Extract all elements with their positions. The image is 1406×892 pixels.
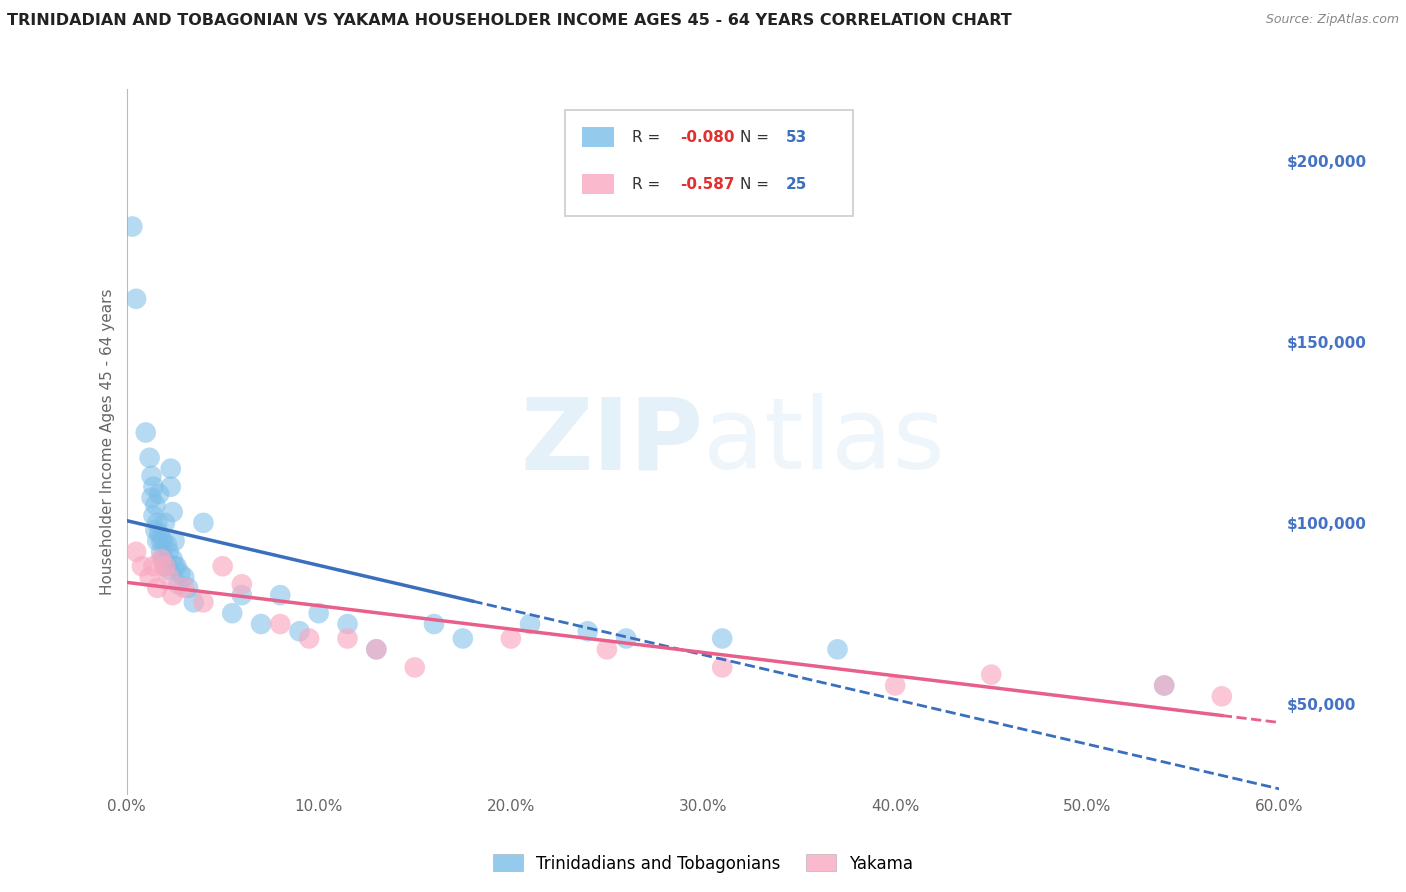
Point xyxy=(162,588,184,602)
Text: N =: N = xyxy=(740,177,773,192)
Point xyxy=(148,526,170,541)
Point xyxy=(125,292,148,306)
Point xyxy=(146,581,169,595)
Point xyxy=(711,660,734,674)
FancyBboxPatch shape xyxy=(582,175,614,194)
Point xyxy=(142,480,165,494)
Point xyxy=(142,508,165,523)
Point xyxy=(150,533,173,548)
Point xyxy=(183,595,205,609)
Point xyxy=(269,588,291,602)
Point xyxy=(336,632,359,646)
Text: N =: N = xyxy=(740,129,773,145)
Point xyxy=(141,468,163,483)
Text: ZIP: ZIP xyxy=(520,393,703,490)
Point xyxy=(193,516,215,530)
Point xyxy=(167,577,190,591)
Point xyxy=(157,563,180,577)
Point xyxy=(221,606,243,620)
Text: TRINIDADIAN AND TOBAGONIAN VS YAKAMA HOUSEHOLDER INCOME AGES 45 - 64 YEARS CORRE: TRINIDADIAN AND TOBAGONIAN VS YAKAMA HOU… xyxy=(7,13,1012,29)
Point xyxy=(138,570,160,584)
Point xyxy=(146,533,169,548)
Point xyxy=(1153,678,1175,692)
Point xyxy=(159,480,181,494)
Point xyxy=(173,570,195,584)
Point xyxy=(827,642,849,657)
Point xyxy=(152,552,174,566)
Point xyxy=(145,523,166,537)
Point xyxy=(152,533,174,548)
Point xyxy=(153,559,176,574)
Point xyxy=(169,566,191,581)
Point xyxy=(138,450,160,465)
Point xyxy=(156,556,179,570)
Point xyxy=(614,632,637,646)
Point xyxy=(153,559,176,574)
Point xyxy=(576,624,599,639)
Point xyxy=(162,505,184,519)
Point xyxy=(499,632,522,646)
Point xyxy=(980,667,1002,681)
Point xyxy=(193,595,215,609)
Point xyxy=(173,581,195,595)
Point xyxy=(146,516,169,530)
Point xyxy=(884,678,907,692)
Point xyxy=(250,617,273,632)
Point xyxy=(366,642,388,657)
Legend: Trinidadians and Tobagonians, Yakama: Trinidadians and Tobagonians, Yakama xyxy=(486,847,920,880)
Point xyxy=(231,588,253,602)
Point xyxy=(142,559,165,574)
Point xyxy=(166,559,188,574)
Point xyxy=(366,642,388,657)
Point xyxy=(150,552,173,566)
FancyBboxPatch shape xyxy=(582,128,614,147)
Point xyxy=(156,537,179,551)
Point xyxy=(162,552,184,566)
Point xyxy=(1153,678,1175,692)
Point xyxy=(131,559,153,574)
Point xyxy=(211,559,233,574)
FancyBboxPatch shape xyxy=(565,111,853,216)
Point xyxy=(336,617,359,632)
Point xyxy=(141,491,163,505)
Point xyxy=(404,660,426,674)
Point xyxy=(596,642,619,657)
Text: atlas: atlas xyxy=(703,393,945,490)
Point xyxy=(288,624,311,639)
Point xyxy=(451,632,474,646)
Point xyxy=(125,545,148,559)
Point xyxy=(159,461,181,475)
Point xyxy=(150,545,173,559)
Point xyxy=(711,632,734,646)
Point xyxy=(145,498,166,512)
Point xyxy=(308,606,330,620)
Point xyxy=(163,533,186,548)
Point xyxy=(1211,690,1233,704)
Text: Source: ZipAtlas.com: Source: ZipAtlas.com xyxy=(1265,13,1399,27)
Text: -0.080: -0.080 xyxy=(681,129,734,145)
Point xyxy=(157,570,180,584)
Text: 25: 25 xyxy=(786,177,807,192)
Text: 53: 53 xyxy=(786,129,807,145)
Point xyxy=(298,632,321,646)
Text: R =: R = xyxy=(631,177,665,192)
Text: -0.587: -0.587 xyxy=(681,177,734,192)
Text: R =: R = xyxy=(631,129,665,145)
Point xyxy=(148,487,170,501)
Point xyxy=(153,516,176,530)
Point xyxy=(423,617,446,632)
Point xyxy=(231,577,253,591)
Point xyxy=(269,617,291,632)
Point xyxy=(157,545,180,559)
Point xyxy=(519,617,541,632)
Point xyxy=(163,559,186,574)
Y-axis label: Householder Income Ages 45 - 64 years: Householder Income Ages 45 - 64 years xyxy=(100,288,115,595)
Point xyxy=(177,581,200,595)
Point xyxy=(121,219,143,234)
Point xyxy=(135,425,157,440)
